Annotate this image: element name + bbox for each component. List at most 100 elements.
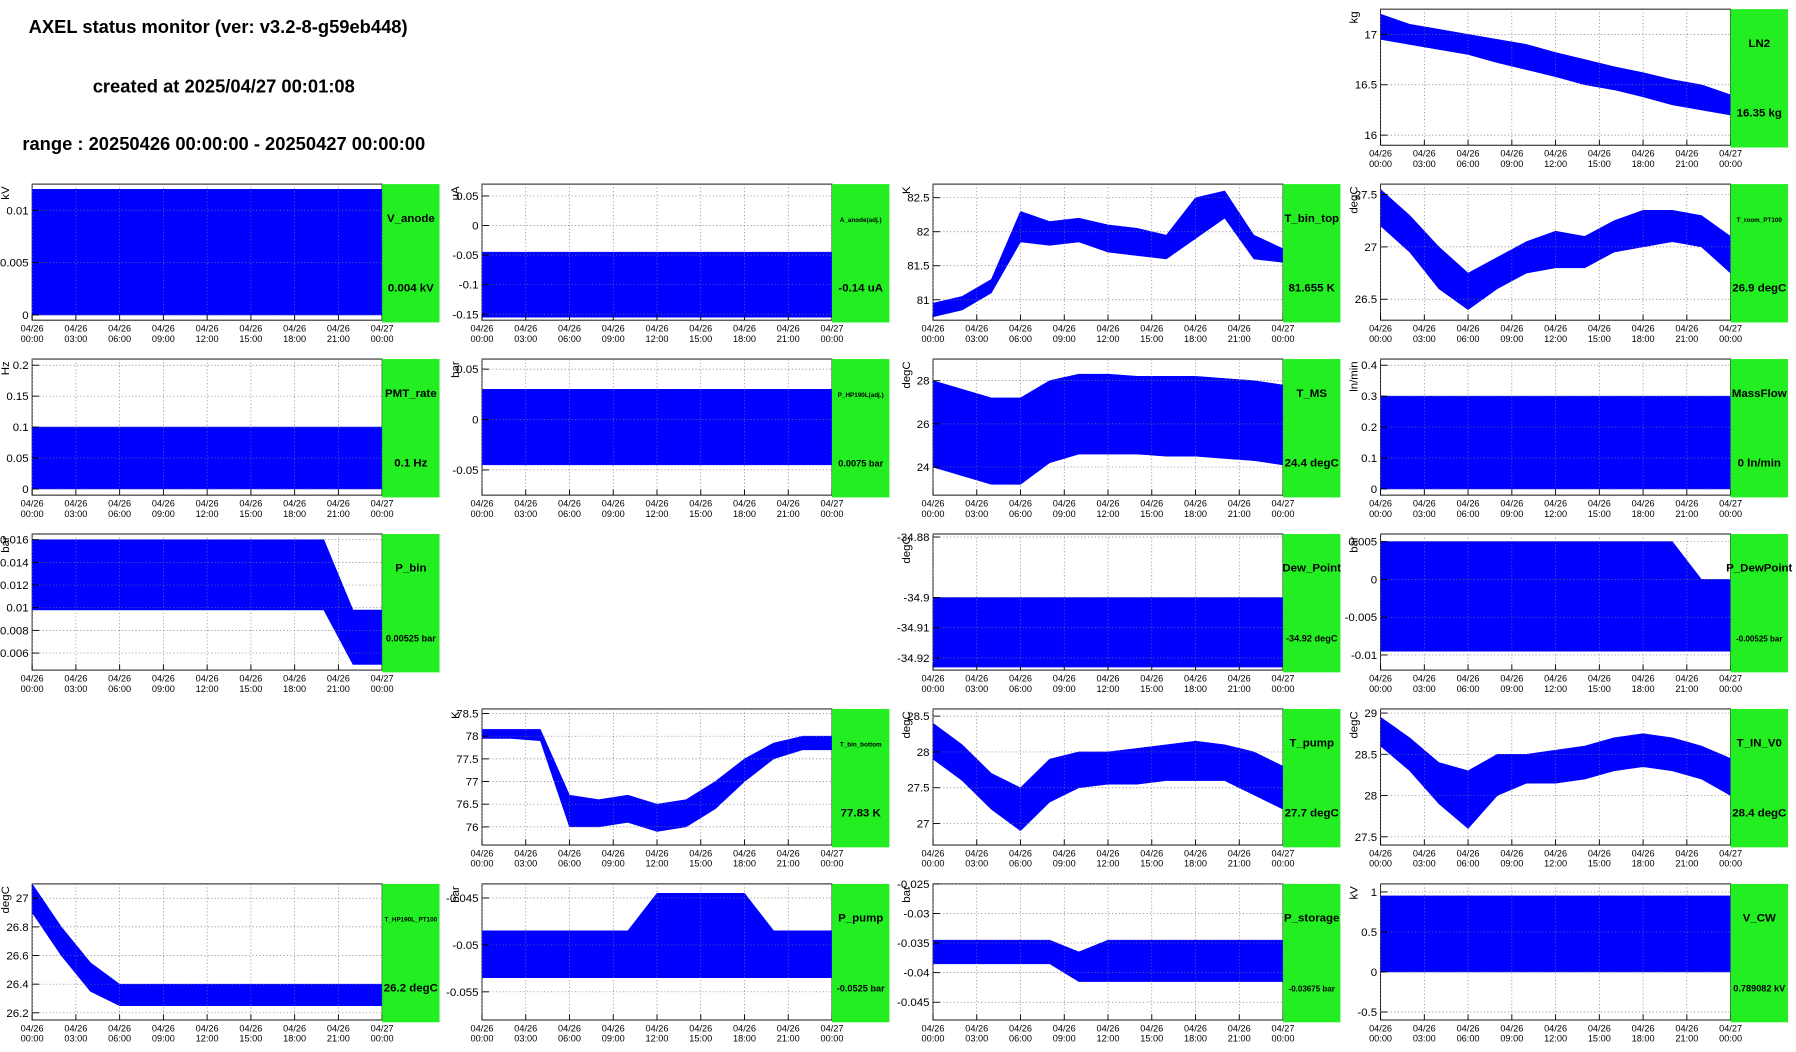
x-tick-label: 04/26 00:00: [1369, 499, 1392, 519]
x-tick-label: 04/26 03:00: [514, 848, 537, 868]
x-tick-label: 04/26 18:00: [1184, 674, 1207, 694]
y-axis-label: kg: [1349, 11, 1361, 23]
status-box: [832, 708, 890, 848]
y-axis-label: K: [901, 186, 913, 194]
status-value: 77.83 K: [841, 807, 882, 819]
y-axis-label: bar: [450, 361, 462, 378]
y-tick-label: 28.5: [907, 711, 929, 723]
plot-area: [1380, 716, 1731, 829]
status-box: [1283, 534, 1341, 673]
x-tick-label: 04/27 00:00: [1272, 499, 1295, 519]
y-axis-label: degC: [1349, 186, 1361, 213]
x-tick-label: 04/26 09:00: [152, 324, 175, 344]
y-tick-label: 78.5: [456, 709, 478, 721]
panel: 76 76.5 77 77.5 78 78.5 04/26 00:00 04/26 03:00 04…: [450, 708, 890, 869]
status-box: [382, 359, 440, 498]
x-tick-label: 04/26 12:00: [1544, 674, 1567, 694]
x-tick-label: 04/26 12:00: [1097, 848, 1120, 868]
y-tick-label: -0.05: [452, 250, 478, 262]
status-value: -0.14 uA: [838, 283, 883, 295]
x-tick-label: 04/26 03:00: [64, 499, 87, 519]
status-value: -0.00525 bar: [1736, 635, 1782, 644]
y-tick-label: 82: [917, 227, 930, 239]
x-tick-label: 04/26 15:00: [1140, 1023, 1163, 1043]
y-tick-label: 27: [16, 893, 29, 905]
y-tick-label: 0.014: [0, 557, 29, 569]
x-tick-label: 04/26 12:00: [646, 499, 669, 519]
x-tick-label: 04/27 00:00: [1719, 149, 1742, 169]
y-axis-label: bar: [901, 886, 913, 903]
y-tick-label: 0.016: [0, 535, 29, 547]
x-tick-label: 04/26 18:00: [1184, 324, 1207, 344]
status-box: [1730, 883, 1788, 1023]
y-tick-label: 0.2: [13, 360, 29, 372]
x-tick-label: 04/26 15:00: [1588, 149, 1611, 169]
x-tick-label: 04/26 06:00: [108, 499, 131, 519]
x-tick-label: 04/26 00:00: [1369, 149, 1392, 169]
status-value: 81.655 K: [1288, 283, 1335, 295]
x-tick-label: 04/26 06:00: [1457, 848, 1480, 868]
y-tick-label: -0.045: [446, 893, 478, 905]
x-tick-label: 04/26 00:00: [1369, 1023, 1392, 1043]
x-tick-label: 04/26 18:00: [1632, 324, 1655, 344]
y-tick-label: -0.05: [452, 465, 478, 477]
y-axis-label: degC: [901, 361, 913, 388]
x-tick-label: 04/26 06:00: [558, 324, 581, 344]
x-tick-label: 04/27 00:00: [371, 674, 394, 694]
x-tick-label: 04/26 21:00: [1675, 674, 1698, 694]
y-tick-label: 27.5: [1355, 832, 1377, 844]
x-tick-label: 04/26 03:00: [965, 324, 988, 344]
x-tick-label: 04/26 21:00: [1675, 1023, 1698, 1043]
plot-area: [933, 373, 1284, 485]
y-tick-label: -0.1: [459, 280, 479, 292]
status-box: [1730, 359, 1788, 498]
status-box: [1283, 359, 1341, 498]
x-tick-label: 04/26 15:00: [689, 1023, 712, 1043]
y-tick-label: 29: [1364, 708, 1377, 720]
x-tick-label: 04/26 03:00: [1413, 149, 1436, 169]
status-value: -0.0525 bar: [837, 983, 885, 993]
x-tick-label: 04/26 12:00: [1544, 149, 1567, 169]
x-tick-label: 04/26 18:00: [733, 848, 756, 868]
panel: 0.006 0.008 0.01 0.012 0.014 0.016 04/26 00:00 0…: [0, 533, 440, 694]
x-tick-label: 04/26 06:00: [1009, 1023, 1032, 1043]
status-box: [382, 534, 440, 673]
x-tick-label: 04/26 12:00: [1544, 848, 1567, 868]
x-tick-label: 04/26 21:00: [1228, 499, 1251, 519]
panel: -0.01 -0.005 0 0.005 04/26 00:00 04/26 03:00 04/…: [1345, 533, 1793, 694]
panel: -0.045 -0.04 -0.035 -0.03 -0.025 04/26 00:00 04…: [897, 879, 1341, 1044]
status-name: T_bin_top: [1284, 213, 1339, 225]
x-tick-label: 04/26 18:00: [1632, 149, 1655, 169]
status-value: 26.9 degC: [1732, 283, 1786, 295]
x-tick-label: 04/26 06:00: [1457, 674, 1480, 694]
x-tick-label: 04/26 21:00: [1675, 848, 1698, 868]
y-tick-label: 0.005: [0, 258, 29, 270]
x-tick-label: 04/26 18:00: [283, 1023, 306, 1043]
x-tick-label: 04/26 12:00: [646, 324, 669, 344]
status-name: T_MS: [1296, 388, 1327, 400]
y-tick-label: -0.025: [897, 879, 929, 891]
y-tick-label: 82.5: [907, 193, 929, 205]
status-box: [1283, 883, 1341, 1023]
time-range: range : 20250426 00:00:00 - 20250427 00:…: [22, 133, 425, 154]
y-tick-label: 0.5: [1361, 927, 1377, 939]
y-tick-label: 0.2: [1361, 422, 1377, 434]
x-tick-label: 04/26 06:00: [558, 848, 581, 868]
x-tick-label: 04/26 03:00: [965, 499, 988, 519]
y-axis-label: ln/min: [1349, 361, 1361, 391]
plot-area: [32, 883, 383, 1006]
status-value: 0.0075 bar: [838, 459, 883, 469]
x-tick-label: 04/26 03:00: [965, 1023, 988, 1043]
status-name: P_bin: [395, 563, 426, 575]
status-box: [1730, 708, 1788, 848]
y-tick-label: 28: [1364, 791, 1377, 803]
x-tick-label: 04/26 09:00: [1500, 674, 1523, 694]
x-tick-label: 04/26 12:00: [196, 324, 219, 344]
x-tick-label: 04/26 18:00: [1184, 499, 1207, 519]
status-box: [1283, 184, 1341, 323]
y-tick-label: 0.005: [1348, 537, 1377, 549]
x-tick-label: 04/26 18:00: [1632, 499, 1655, 519]
y-axis-label: kV: [0, 186, 12, 200]
x-tick-label: 04/27 00:00: [1719, 1023, 1742, 1043]
